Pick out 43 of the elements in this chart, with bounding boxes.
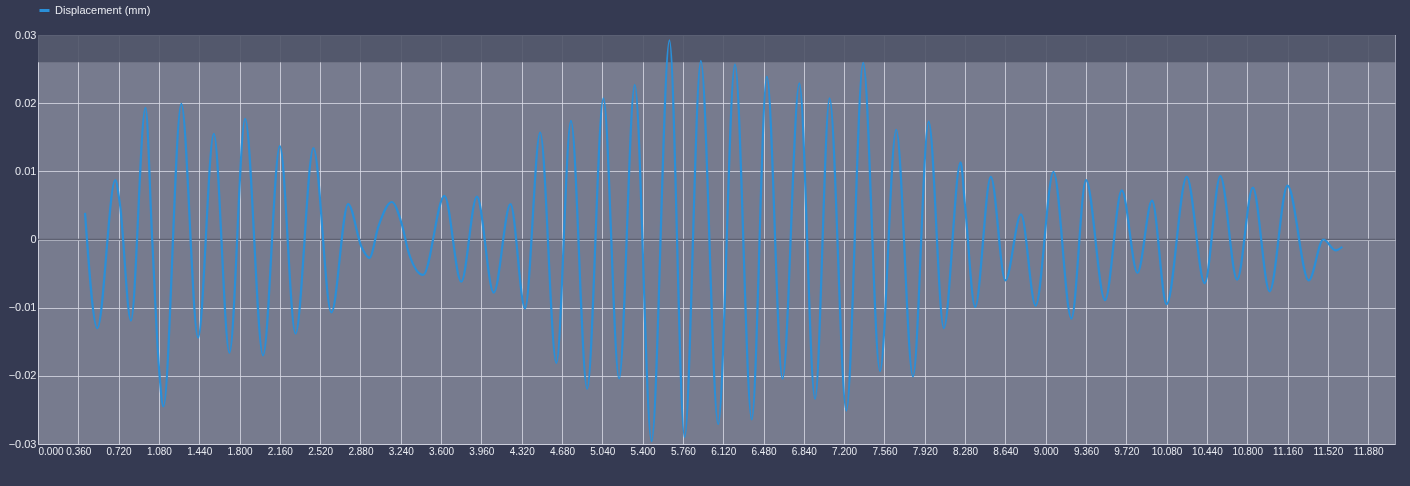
x-tick-label: 6.840 xyxy=(791,445,818,457)
x-tick-label: 1.800 xyxy=(227,445,253,457)
x-tick-label: 1.080 xyxy=(146,445,173,457)
x-tick-label: 10.080 xyxy=(1151,445,1183,457)
y-tick-label: −0.02 xyxy=(8,369,37,382)
x-tick-label: 10.800 xyxy=(1232,445,1264,457)
line-series xyxy=(83,39,1344,443)
x-tick-label: 0.000 xyxy=(38,445,64,457)
x-tick-label: 3.240 xyxy=(388,445,415,457)
x-tick-label: 5.400 xyxy=(630,445,657,457)
x-tick-label: 3.960 xyxy=(469,445,495,457)
x-tick-label: 2.520 xyxy=(308,445,334,457)
x-tick-label: 4.680 xyxy=(549,445,576,457)
x-tick-label: 9.360 xyxy=(1073,445,1100,457)
x-tick-label: 7.920 xyxy=(912,445,939,457)
x-tick-label: 7.560 xyxy=(872,445,898,457)
x-tick-label: 11.520 xyxy=(1313,445,1344,457)
x-tick-label: 11.880 xyxy=(1353,445,1384,457)
y-tick-label: −0.03 xyxy=(8,437,37,450)
x-tick-label: 2.160 xyxy=(267,445,294,457)
y-tick-label: 0.01 xyxy=(15,164,37,177)
y-tick-label: −0.01 xyxy=(8,301,37,314)
x-tick-label: 10.440 xyxy=(1192,445,1224,457)
x-tick-label: 5.040 xyxy=(590,445,616,457)
x-tick-label: 1.440 xyxy=(187,445,213,457)
x-tick-label: 0.720 xyxy=(106,445,133,457)
x-tick-label: 6.480 xyxy=(751,445,777,457)
legend-label: Displacement (mm) xyxy=(55,3,151,16)
x-tick-label: 8.280 xyxy=(953,445,979,457)
x-tick-label: 9.000 xyxy=(1033,445,1060,457)
x-tick-label: 2.880 xyxy=(348,445,374,457)
x-tick-label: 6.120 xyxy=(711,445,737,457)
x-tick-label: 11.160 xyxy=(1273,445,1304,457)
x-tick-label: 4.320 xyxy=(509,445,536,457)
y-tick-label: 0.02 xyxy=(15,96,37,109)
x-tick-label: 0.360 xyxy=(66,445,92,457)
x-tick-label: 5.760 xyxy=(670,445,697,457)
x-tick-label: 8.640 xyxy=(993,445,1019,457)
y-tick-label: 0.03 xyxy=(15,28,37,41)
y-tick-label: 0 xyxy=(30,233,37,245)
x-tick-label: 7.200 xyxy=(832,445,858,457)
x-tick-label: 9.720 xyxy=(1114,445,1140,457)
x-tick-label: 3.600 xyxy=(429,445,455,457)
